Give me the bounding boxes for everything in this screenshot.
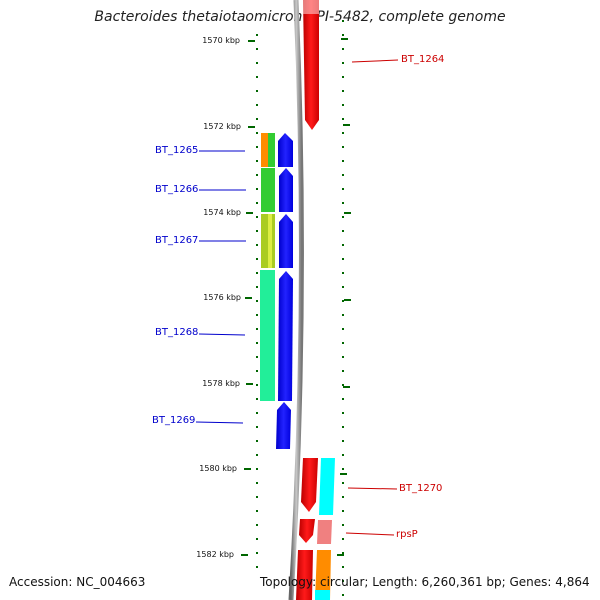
map-title: Bacteroides thetaiotaomicron VPI-5482, c… xyxy=(94,9,506,25)
gene-bt1270-cog xyxy=(319,458,335,515)
gene-label-bt1266[interactable]: BT_1266 xyxy=(155,184,199,195)
gene-next-cog2 xyxy=(315,590,330,600)
tick-label: 1578 kbp xyxy=(202,379,240,388)
gene-bt1267-cog-hl xyxy=(268,214,272,268)
gene-bt1270-arrow[interactable] xyxy=(301,458,318,512)
gene-label-bt1264[interactable]: BT_1264 xyxy=(401,54,445,65)
gene-next-cog xyxy=(315,550,331,600)
gene-bt1268-cog xyxy=(260,270,275,401)
gene-bt1265-cog-orange xyxy=(261,133,268,167)
leader-lines-left xyxy=(195,150,246,424)
tick-label: 1580 kbp xyxy=(199,464,237,473)
gene-bt1266-arrow[interactable] xyxy=(279,168,293,212)
tick-marks-right xyxy=(337,38,351,556)
gene-bt1267-arrow[interactable] xyxy=(279,214,293,268)
accession-text: Accession: NC_004663 xyxy=(9,575,146,589)
gene-next-arrow[interactable] xyxy=(296,550,313,600)
gene-label-rpsp[interactable]: rpsP xyxy=(396,529,418,540)
gene-label-bt1270[interactable]: BT_1270 xyxy=(399,483,443,494)
gene-bt1266-cog xyxy=(261,168,275,212)
tick-label: 1582 kbp xyxy=(196,550,234,559)
gene-label-bt1268[interactable]: BT_1268 xyxy=(155,327,199,338)
gene-rpsp-arrow[interactable] xyxy=(299,519,315,543)
tick-label: 1576 kbp xyxy=(203,293,241,302)
gene-label-bt1267[interactable]: BT_1267 xyxy=(155,235,199,246)
gene-bt1264-top xyxy=(303,0,319,14)
gene-bt1264-arrow[interactable] xyxy=(303,0,319,130)
genome-backbone xyxy=(288,0,304,600)
gene-bt1268-arrow[interactable] xyxy=(278,271,293,401)
gene-label-bt1269[interactable]: BT_1269 xyxy=(152,415,196,426)
gene-bt1265-cog-green xyxy=(268,133,275,167)
gene-bt1265-arrow[interactable] xyxy=(278,133,293,167)
tick-marks-left xyxy=(241,40,255,556)
tick-label: 1574 kbp xyxy=(203,208,241,217)
topology-text: Topology: circular; Length: 6,260,361 bp… xyxy=(260,575,590,589)
gene-bt1269-arrow[interactable] xyxy=(276,402,291,449)
tick-label: 1572 kbp xyxy=(203,122,241,131)
gene-rpsp-cog xyxy=(317,520,332,544)
tick-label: 1570 kbp xyxy=(202,36,240,45)
leader-lines-right xyxy=(345,59,399,536)
gene-label-bt1265[interactable]: BT_1265 xyxy=(155,145,199,156)
